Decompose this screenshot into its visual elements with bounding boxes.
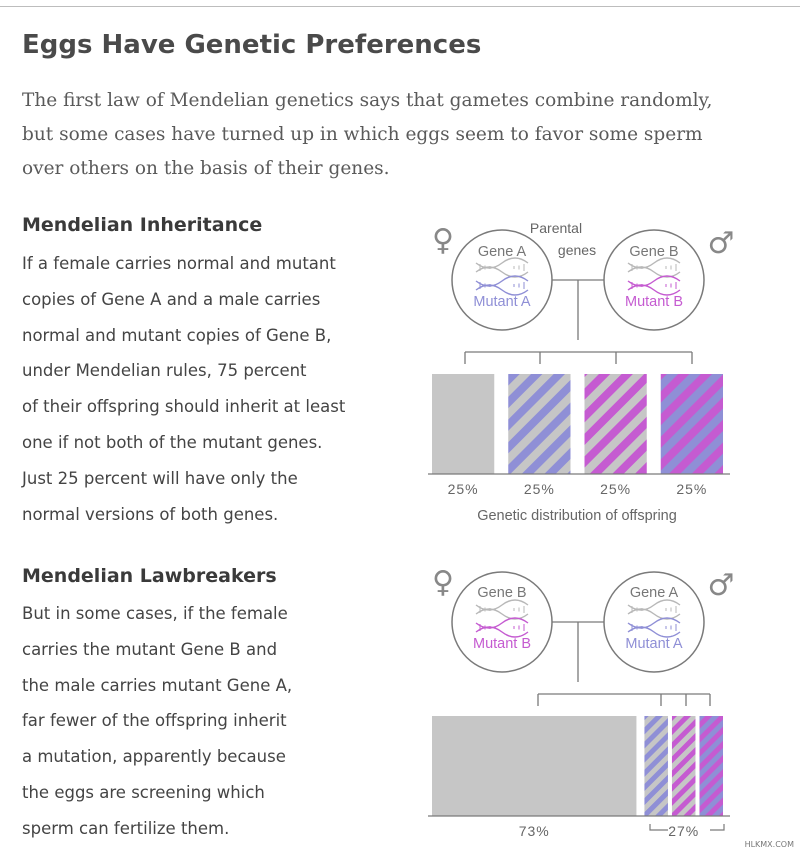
chart2-labels: 73% 27%: [519, 823, 699, 839]
bar-percent-label: 25%: [448, 481, 479, 497]
bar-mutant-ab: [699, 716, 723, 816]
male-gene-label: Gene A: [630, 585, 679, 601]
body-line: a mutation, apparently because: [22, 747, 286, 767]
female-symbol-icon: ♀: [432, 223, 454, 258]
chart2-bars: [432, 716, 723, 816]
mutation-group-bracket: [649, 824, 725, 831]
body-line: If a female carries normal and mutant: [22, 254, 336, 273]
male-symbol-icon: ♂: [708, 568, 735, 603]
chart1-bars: [432, 374, 723, 474]
male-gene-label: Gene B: [629, 244, 678, 260]
bar-percent-label: 25%: [524, 481, 555, 497]
body-line: normal and mutant copies of Gene B,: [22, 325, 332, 345]
female-gene-label: Gene B: [477, 585, 526, 601]
connector-lines: [537, 621, 711, 706]
intro-line: The first law of Mendelian genetics says…: [22, 90, 713, 111]
body-line: the male carries mutant Gene A,: [22, 675, 293, 695]
normal-dna-icon: [627, 257, 681, 278]
normal-dna-icon: [475, 257, 529, 278]
section-body-mendelian-lawbreakers: But in some cases, if the female carries…: [22, 596, 292, 847]
bar-percent-label: 73%: [519, 823, 550, 839]
page-title: Eggs Have Genetic Preferences: [22, 30, 482, 60]
parental-label: genes: [558, 242, 596, 258]
intro-line: but some cases have turned up in which e…: [22, 124, 703, 145]
body-line: under Mendelian rules, 75 percent: [22, 361, 307, 381]
body-line: But in some cases, if the female: [22, 604, 288, 623]
body-line: of their offspring should inherit at lea…: [22, 397, 346, 417]
body-line: normal versions of both genes.: [22, 504, 279, 524]
female-mutant-label: Mutant B: [473, 636, 531, 652]
male-mutant-label: Mutant A: [625, 636, 683, 652]
bar-mutant-a: [508, 374, 571, 474]
male-mutant-label: Mutant B: [625, 294, 683, 310]
normal-dna-icon: [475, 599, 529, 620]
body-line: the eggs are screening which: [22, 782, 265, 802]
mutant-b-dna-icon: [627, 275, 681, 296]
mutant-a-dna-icon: [475, 275, 529, 296]
top-divider: [0, 6, 800, 7]
normal-dna-icon: [627, 599, 681, 620]
offspring-distribution-caption: Genetic distribution of offspring: [477, 508, 677, 524]
parental-label: Parental: [530, 220, 582, 236]
intro-line: over others on the basis of their genes.: [22, 158, 390, 179]
bar-mutant-ab: [660, 374, 723, 474]
bar-percent-label: 27%: [668, 823, 699, 839]
female-gene-label: Gene A: [478, 244, 527, 260]
body-line: carries the mutant Gene B and: [22, 639, 278, 659]
section-body-mendelian-inheritance: If a female carries normal and mutant co…: [22, 246, 345, 532]
intro-paragraph: The first law of Mendelian genetics says…: [22, 84, 792, 186]
bar-mutant-b: [671, 716, 696, 816]
body-line: far fewer of the offspring inherit: [22, 711, 287, 731]
section-heading-mendelian-lawbreakers: Mendelian Lawbreakers: [22, 565, 277, 587]
bar-normal: [432, 716, 637, 816]
female-mutant-label: Mutant A: [473, 294, 531, 310]
section-heading-mendelian-inheritance: Mendelian Inheritance: [22, 214, 263, 236]
bar-mutant-a: [644, 716, 668, 816]
chart1-labels: 25% 25% 25% 25%: [448, 481, 707, 497]
mutant-a-dna-icon: [627, 617, 681, 638]
bar-mutant-b: [584, 374, 647, 474]
male-symbol-icon: ♂: [708, 226, 735, 261]
bar-normal: [432, 374, 495, 474]
watermark: HLKMX.COM: [744, 840, 794, 849]
body-line: copies of Gene A and a male carries: [22, 289, 321, 309]
mutant-b-dna-icon: [475, 617, 529, 638]
bar-percent-label: 25%: [676, 481, 707, 497]
body-line: Just 25 percent will have only the: [22, 468, 298, 488]
body-line: one if not both of the mutant genes.: [22, 432, 323, 452]
body-line: sperm can fertilize them.: [22, 818, 230, 838]
bar-percent-label: 25%: [600, 481, 631, 497]
connector-lines: [464, 279, 693, 364]
female-symbol-icon: ♀: [432, 565, 454, 600]
